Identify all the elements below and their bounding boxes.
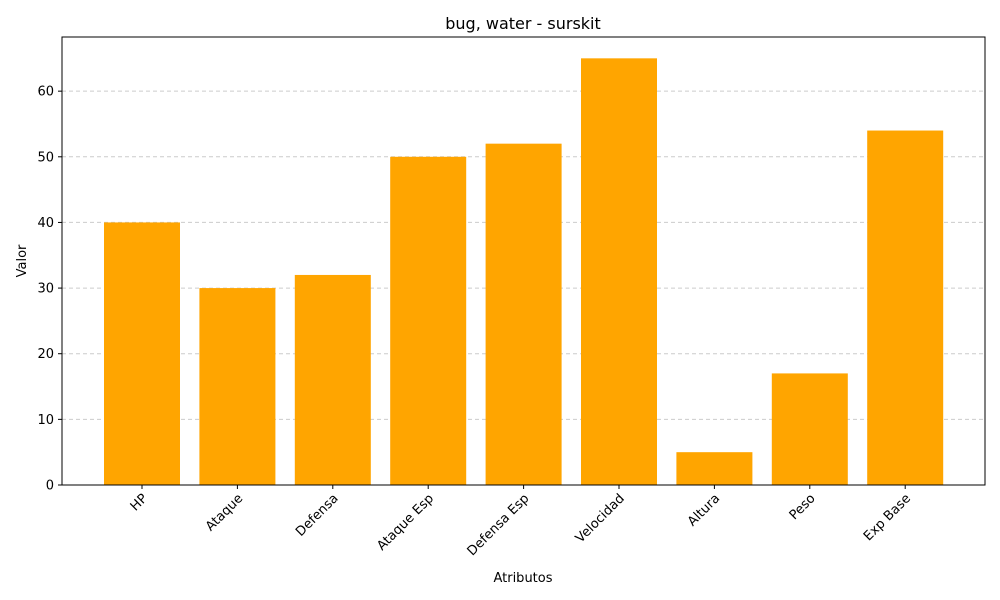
y-axis-ticks: 0 10 20 30 40 50 60 [37, 85, 62, 494]
x-axis-ticks: HP Ataque Defensa Ataque Esp Defensa Esp Velo… [128, 485, 914, 559]
x-tick-label: Ataque Esp [374, 491, 437, 554]
bar-defensa [294, 274, 371, 485]
x-tick-label: Velocidad [573, 491, 628, 546]
bar-altura [676, 452, 753, 485]
bar-velocidad [581, 58, 657, 485]
x-tick-label: HP [128, 491, 151, 514]
y-tick-label: 50 [37, 150, 54, 165]
x-tick-label: Defensa Esp [465, 491, 533, 559]
bar-defensa-esp [485, 143, 562, 485]
x-axis-title: Atributos [493, 571, 552, 586]
y-tick-label: 30 [37, 282, 54, 297]
bar-ataque-esp [390, 156, 467, 486]
x-tick-label: Ataque [203, 491, 246, 534]
bar-hp [104, 222, 180, 485]
bars [104, 58, 944, 486]
chart-title: bug, water - surskit [445, 14, 601, 33]
bar-exp-base [867, 130, 944, 486]
y-axis-title: Valor [15, 244, 30, 277]
y-tick-label: 40 [37, 216, 54, 231]
y-tick-label: 60 [37, 85, 54, 100]
x-tick-label: Peso [787, 491, 819, 523]
bar-peso [771, 373, 848, 485]
x-tick-label: Defensa [293, 491, 341, 539]
y-tick-label: 10 [37, 413, 54, 428]
x-tick-label: Altura [685, 491, 723, 529]
y-tick-label: 0 [46, 479, 54, 494]
y-tick-label: 20 [37, 347, 54, 362]
x-tick-label: Exp Base [861, 491, 914, 544]
bar-ataque [199, 288, 276, 485]
